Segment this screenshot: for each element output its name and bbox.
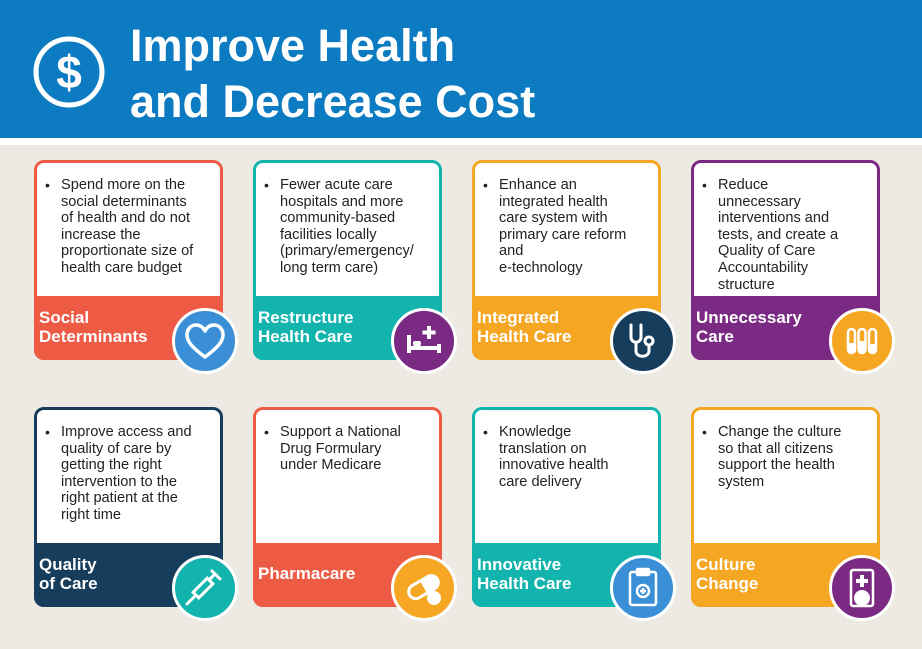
card-label: Quality of Care <box>39 555 98 593</box>
test-tubes-icon <box>829 308 895 374</box>
header-banner: $ Improve Health and Decrease Cost <box>0 0 922 145</box>
hospital-bed-icon <box>391 308 457 374</box>
bullet-dot: • <box>45 424 50 440</box>
card-innovative-health-care: • Knowledge translation on innovative he… <box>472 407 676 621</box>
bullet-dot: • <box>702 177 707 193</box>
card-body: • Spend more on the social determinants … <box>37 163 220 299</box>
bullet-text: Fewer acute care hospitals and more comm… <box>280 177 414 276</box>
card-bullet: • Knowledge translation on innovative he… <box>483 424 650 490</box>
bullet-dot: • <box>483 424 488 440</box>
title-line-1: Improve Health <box>130 20 456 71</box>
pill-icon <box>391 555 457 621</box>
header-divider <box>0 138 922 145</box>
bullet-text: Spend more on the social determinants of… <box>61 177 194 276</box>
bullet-text: Knowledge translation on innovative heal… <box>499 424 609 490</box>
card-quality-of-care: • Improve access and quality of care by … <box>34 407 238 621</box>
card-bullet: • Fewer acute care hospitals and more co… <box>264 177 431 277</box>
card-bullet: • Change the culture so that all citizen… <box>702 424 869 490</box>
bullet-dot: • <box>483 177 488 193</box>
title-line-2: and Decrease Cost <box>130 76 536 127</box>
card-label: Integrated Health Care <box>477 308 572 346</box>
card-social-determinants: • Spend more on the social determinants … <box>34 160 238 374</box>
card-unnecessary-care: • Reduce unnecessary interventions and t… <box>691 160 895 374</box>
card-bullet: • Enhance an integrated health care syst… <box>483 177 650 277</box>
card-label: Innovative Health Care <box>477 555 572 593</box>
page-title: Improve Health and Decrease Cost <box>130 18 535 130</box>
bullet-text: Change the culture so that all citizens … <box>718 424 842 490</box>
card-body: • Change the culture so that all citizen… <box>694 410 877 546</box>
card-pharmacare: • Support a National Drug Formulary unde… <box>253 407 457 621</box>
card-label: Unnecessary Care <box>696 308 802 346</box>
stethoscope-icon <box>610 308 676 374</box>
card-bullet: • Reduce unnecessary interventions and t… <box>702 177 869 293</box>
card-body: • Enhance an integrated health care syst… <box>475 163 658 299</box>
bullet-text: Enhance an integrated health care system… <box>499 177 627 276</box>
bullet-text: Reduce unnecessary interventions and tes… <box>718 177 839 293</box>
card-body: • Improve access and quality of care by … <box>37 410 220 546</box>
card-body: • Reduce unnecessary interventions and t… <box>694 163 877 299</box>
card-bullet: • Spend more on the social determinants … <box>45 177 212 277</box>
medicine-bottle-icon <box>829 555 895 621</box>
bullet-dot: • <box>702 424 707 440</box>
dollar-icon: $ <box>33 36 105 108</box>
card-culture-change: • Change the culture so that all citizen… <box>691 407 895 621</box>
card-label: Culture Change <box>696 555 759 593</box>
bullet-dot: • <box>45 177 50 193</box>
card-bullet: • Support a National Drug Formulary unde… <box>264 424 431 474</box>
bullet-text: Improve access and quality of care by ge… <box>61 424 192 523</box>
svg-text:$: $ <box>56 46 82 98</box>
card-integrated-health-care: • Enhance an integrated health care syst… <box>472 160 676 374</box>
card-label: Restructure Health Care <box>258 308 354 346</box>
bullet-dot: • <box>264 177 269 193</box>
clipboard-icon <box>610 555 676 621</box>
bullet-dot: • <box>264 424 269 440</box>
card-label: Social Determinants <box>39 308 148 346</box>
card-restructure-health-care: • Fewer acute care hospitals and more co… <box>253 160 457 374</box>
bullet-text: Support a National Drug Formulary under … <box>280 424 401 474</box>
card-body: • Support a National Drug Formulary unde… <box>256 410 439 546</box>
card-body: • Fewer acute care hospitals and more co… <box>256 163 439 299</box>
syringe-icon <box>172 555 238 621</box>
card-bullet: • Improve access and quality of care by … <box>45 424 212 524</box>
heart-icon <box>172 308 238 374</box>
card-label: Pharmacare <box>258 564 356 583</box>
card-body: • Knowledge translation on innovative he… <box>475 410 658 546</box>
